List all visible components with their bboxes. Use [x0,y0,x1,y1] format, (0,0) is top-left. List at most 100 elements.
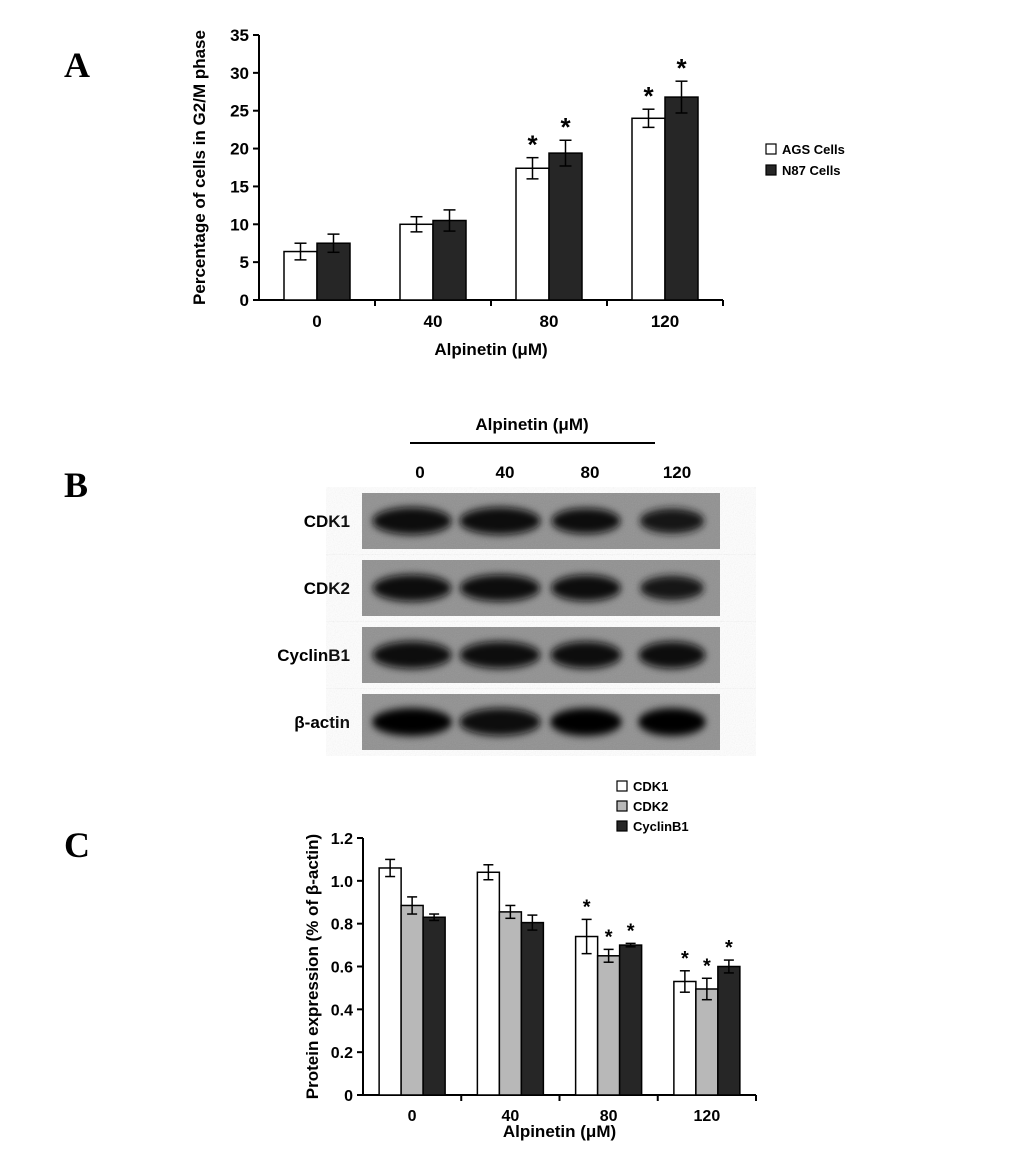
legend-label: CyclinB1 [633,819,689,834]
x-axis-title: Alpinetin (μM) [503,1122,616,1141]
y-tick-label: 1.2 [331,831,353,848]
y-tick-label: 0 [344,1088,353,1105]
blot-band [639,508,705,534]
panel-label-b: B [64,465,89,505]
bar [399,223,434,301]
x-tick-label: 40 [501,1108,519,1125]
y-tick-label: 0 [240,291,249,310]
significance-star: * [676,53,687,83]
bar [717,965,741,1096]
y-tick-label: 20 [230,140,249,159]
significance-star: * [627,920,635,942]
y-tick-label: 5 [240,253,249,272]
bar [631,117,666,301]
y-tick-label: 15 [230,177,249,196]
y-tick-label: 0.6 [331,960,353,977]
y-tick-label: 1.0 [331,874,353,891]
bar [520,921,545,1096]
blot-header: Alpinetin (μM) [475,415,588,434]
y-tick-label: 0.2 [331,1045,353,1062]
bar [432,219,467,301]
bar [476,871,501,1096]
bar [673,980,697,1096]
y-tick-label: 25 [230,102,249,121]
panel-label-a: A [64,45,90,85]
y-tick-label: 35 [230,26,249,45]
significance-star: * [703,955,711,977]
blot-band [638,641,706,669]
x-tick-label: 0 [312,312,321,331]
blot-row-actin: β-actin [294,694,720,750]
legend-swatch [616,780,628,792]
x-tick-label: 120 [694,1108,721,1125]
x-tick-label: 40 [424,312,443,331]
bar [498,911,523,1096]
blot-row-cdk1: CDK1 [304,493,720,549]
significance-star: * [560,112,571,142]
significance-star: * [583,896,591,918]
legend-label: N87 Cells [782,163,841,178]
legend-swatch [616,800,628,812]
bar [400,904,424,1096]
significance-star: * [681,948,689,970]
y-tick-label: 0.8 [331,917,353,934]
x-tick-label: 120 [651,312,679,331]
significance-star: * [725,937,733,959]
blot-lane-label: 80 [581,463,600,482]
bar [574,935,599,1096]
blot-band [459,574,541,602]
blot-band [640,575,704,601]
blot-band [550,641,622,669]
blot-band [459,641,541,669]
blot-lane-label: 0 [415,463,424,482]
bar [695,988,719,1096]
y-axis-title: Protein expression (% of β-actin) [303,834,322,1099]
bar [378,867,402,1096]
blot-band [459,507,541,535]
chart-a-g2m-phase: 0 5 10 15 20 25 30 35 0 40 80 * * 120 * * Alpinetin (μM)… [190,26,845,359]
blot-lane-label: 40 [496,463,515,482]
legend-label: CDK2 [633,799,668,814]
blot-band [638,708,706,736]
blot-band [372,574,452,602]
legend-swatch [765,143,777,155]
y-tick-label: 10 [230,215,249,234]
blot-row-cdk2: CDK2 [304,560,720,616]
legend-label: AGS Cells [782,142,845,157]
panel-label-c: C [64,825,90,865]
y-tick-label: 0.4 [331,1002,353,1019]
blot-rows: CDK1 CDK2 CyclinB1 β-actin [277,493,720,750]
bar [618,944,643,1096]
x-tick-label: 80 [600,1108,618,1125]
legend-swatch [616,820,628,832]
legend-swatch [765,164,777,176]
significance-star: * [605,926,613,948]
blot-row-label: β-actin [294,713,350,732]
chart-c-protein-expression: 0 0.2 0.4 0.6 0.8 1.0 1.2 0 40 80 * * * 120 * * * Alpinet… [303,779,757,1141]
blot-band [372,708,452,736]
significance-star: * [643,81,654,111]
bar [664,96,699,301]
y-tick-label: 30 [230,64,249,83]
blot-band [550,708,622,736]
blot-lane-label: 120 [663,463,691,482]
blot-band [372,641,452,669]
significance-star: * [527,130,538,160]
x-tick-label: 0 [408,1108,417,1125]
bar [548,152,583,301]
blot-row-cyclinb1: CyclinB1 [277,627,720,683]
y-axis-title: Percentage of cells in G2/M phase [190,30,209,305]
bar [596,955,621,1096]
blot-band [459,708,541,736]
bar [422,916,446,1096]
blot-band [551,574,621,602]
x-tick-label: 80 [540,312,559,331]
blot-row-label: CDK1 [304,512,350,531]
blot-row-label: CyclinB1 [277,646,350,665]
blot-band [372,507,452,535]
blot-lane-labels: 0 40 80 120 [415,463,691,482]
western-blot-panel: Alpinetin (μM) 0 40 80 120 CDK1 CDK2 CyclinB1… [277,415,720,750]
bar [515,167,550,301]
legend-label: CDK1 [633,779,668,794]
x-axis-title: Alpinetin (μM) [434,340,547,359]
